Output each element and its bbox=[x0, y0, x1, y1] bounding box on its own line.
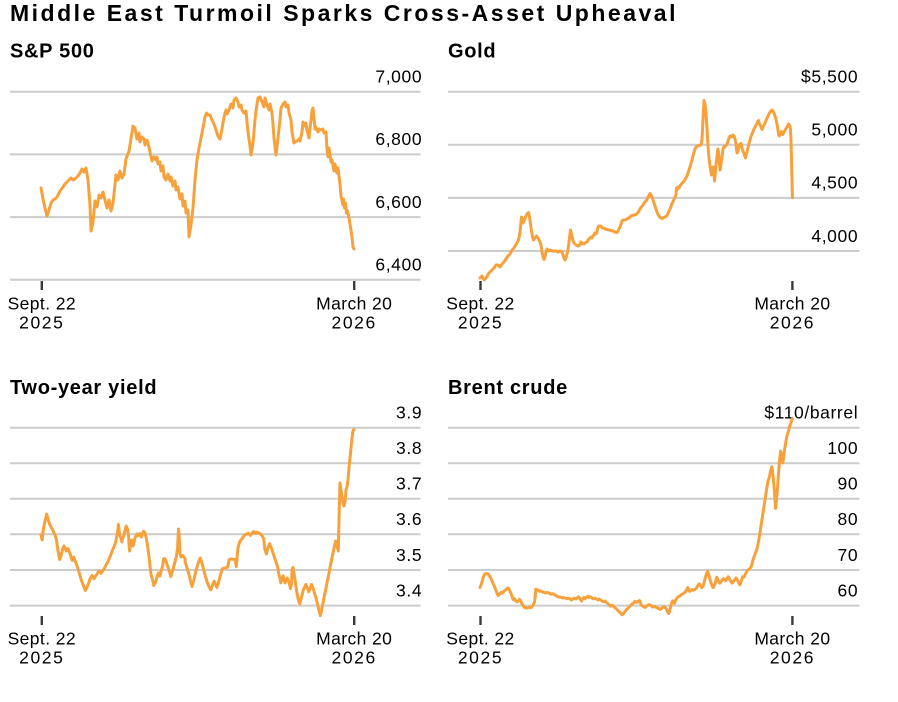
svg-text:2025: 2025 bbox=[19, 313, 64, 333]
svg-text:6,400: 6,400 bbox=[375, 255, 422, 275]
svg-text:6,800: 6,800 bbox=[375, 129, 422, 149]
svg-text:March 20: March 20 bbox=[754, 629, 830, 649]
svg-text:$5,500: $5,500 bbox=[801, 67, 858, 87]
svg-text:5,000: 5,000 bbox=[811, 120, 858, 140]
svg-text:3.6: 3.6 bbox=[396, 509, 422, 529]
svg-text:March 20: March 20 bbox=[316, 294, 392, 314]
svg-text:70: 70 bbox=[838, 545, 859, 565]
svg-text:90: 90 bbox=[838, 474, 859, 494]
svg-text:3.7: 3.7 bbox=[396, 474, 422, 494]
svg-text:Brent crude: Brent crude bbox=[448, 377, 568, 399]
svg-text:$110/barrel: $110/barrel bbox=[764, 403, 858, 423]
svg-text:7,000: 7,000 bbox=[375, 67, 422, 87]
svg-text:4,000: 4,000 bbox=[811, 226, 858, 246]
svg-text:2025: 2025 bbox=[458, 313, 503, 333]
svg-text:6,600: 6,600 bbox=[375, 192, 422, 212]
svg-text:100: 100 bbox=[827, 438, 858, 458]
svg-text:March 20: March 20 bbox=[754, 294, 830, 314]
svg-text:Sept. 22: Sept. 22 bbox=[446, 294, 514, 314]
svg-text:2025: 2025 bbox=[458, 648, 503, 668]
svg-text:3.8: 3.8 bbox=[396, 438, 422, 458]
svg-text:60: 60 bbox=[838, 580, 859, 600]
svg-text:3.4: 3.4 bbox=[396, 580, 422, 600]
svg-text:3.5: 3.5 bbox=[396, 545, 422, 565]
svg-text:4,500: 4,500 bbox=[811, 173, 858, 193]
svg-text:March 20: March 20 bbox=[316, 629, 392, 649]
svg-text:Sept. 22: Sept. 22 bbox=[8, 629, 76, 649]
svg-text:2026: 2026 bbox=[770, 313, 815, 333]
svg-text:2026: 2026 bbox=[770, 648, 815, 668]
svg-text:Sept. 22: Sept. 22 bbox=[8, 294, 76, 314]
svg-text:Sept. 22: Sept. 22 bbox=[446, 629, 514, 649]
svg-text:Two-year yield: Two-year yield bbox=[10, 377, 157, 399]
svg-text:3.9: 3.9 bbox=[396, 403, 422, 423]
svg-text:80: 80 bbox=[838, 509, 859, 529]
svg-text:2026: 2026 bbox=[332, 648, 377, 668]
svg-text:S&P 500: S&P 500 bbox=[10, 41, 95, 63]
svg-text:2026: 2026 bbox=[332, 313, 377, 333]
svg-text:2025: 2025 bbox=[19, 648, 64, 668]
svg-text:Gold: Gold bbox=[448, 41, 496, 63]
svg-text:Middle East Turmoil Sparks Cro: Middle East Turmoil Sparks Cross-Asset U… bbox=[10, 0, 678, 26]
